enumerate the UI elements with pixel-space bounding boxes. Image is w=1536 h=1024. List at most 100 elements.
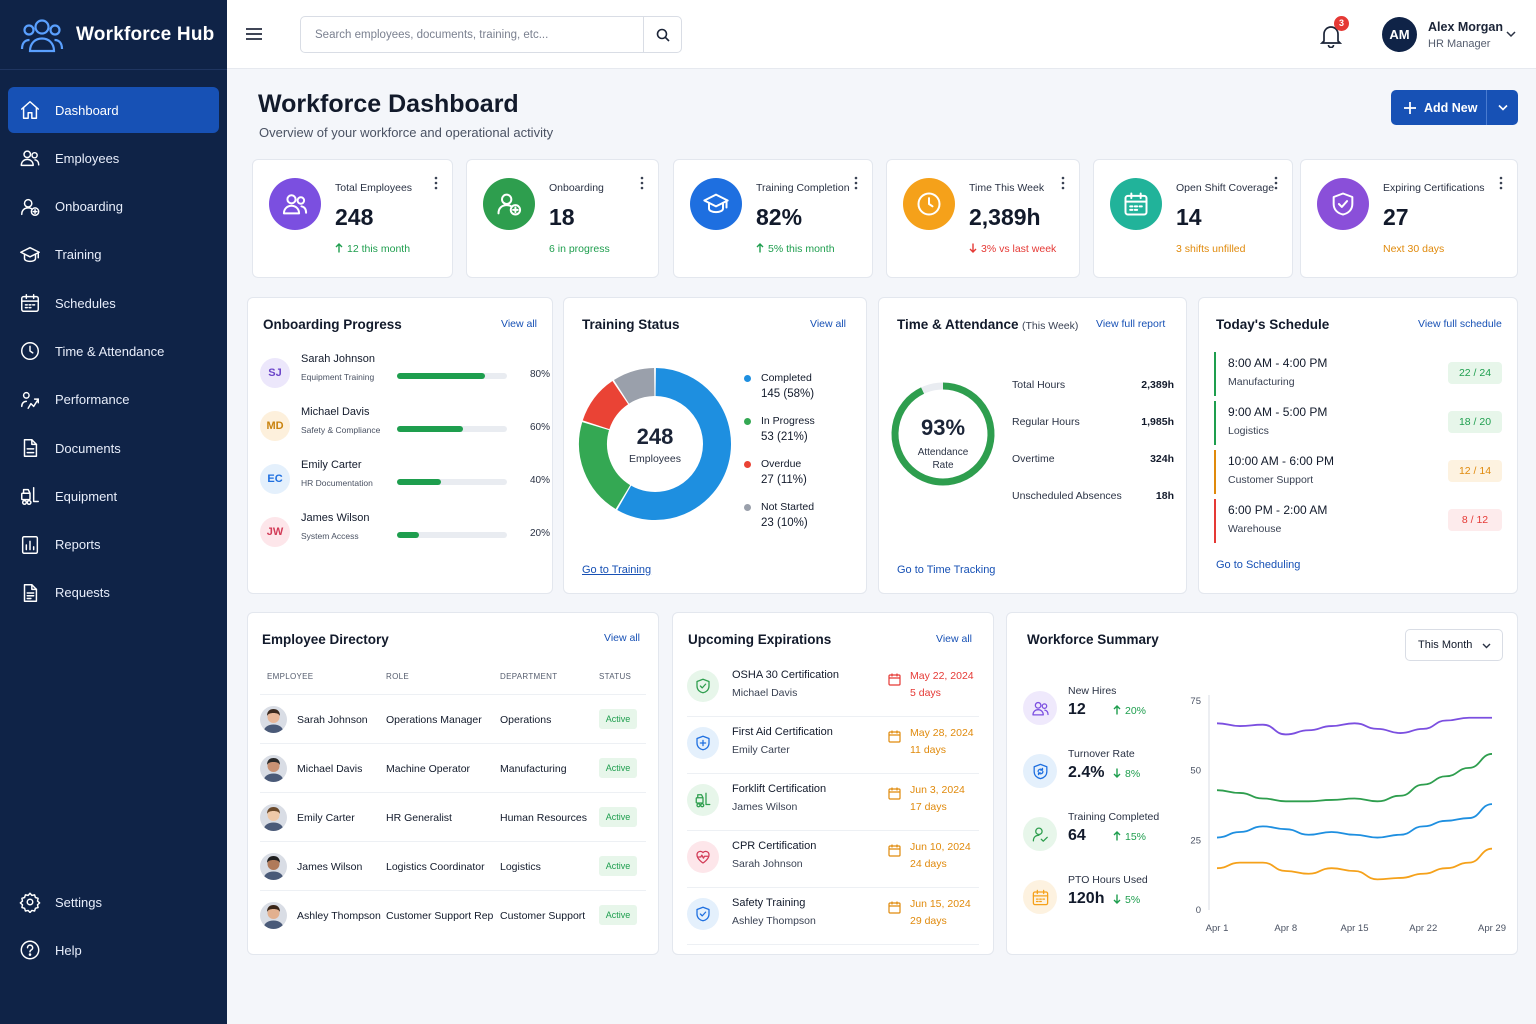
bell-icon[interactable] [1320,24,1342,48]
more-options-icon[interactable] [434,176,438,190]
expiration-item[interactable]: Forklift Certification James Wilson Jun 3,… [687,774,979,831]
stat-card-training-completion[interactable]: Training Completion 82% 5% this month [673,159,873,278]
brand[interactable]: Workforce Hub [0,0,227,70]
attendance-metric-label: Unscheduled Absences [1012,490,1122,502]
employee-department: Customer Support [500,910,586,922]
summary-metric[interactable]: New Hires 12 20% [1023,685,1183,735]
table-row[interactable]: Ashley Thompson Customer Support Rep Custo… [260,890,646,939]
view-all-link[interactable]: View all [810,318,846,330]
view-all-link[interactable]: View all [936,633,972,645]
period-select[interactable]: This Month [1405,629,1503,661]
menu-icon[interactable] [245,24,263,44]
sidebar-item-help[interactable]: Help [8,927,219,973]
employee-name: Emily Carter [732,744,790,756]
table-row[interactable]: Sarah Johnson Operations Manager Operation… [260,694,646,743]
search-input[interactable] [301,17,643,52]
onboarding-item[interactable]: MD Michael Davis Safety & Compliance 60% [260,403,550,447]
sidebar-item-requests[interactable]: Requests [8,570,219,616]
stat-card-total-employees[interactable]: Total Employees 248 12 this month [252,159,453,278]
onboarding-task: Equipment Training [301,372,375,382]
stat-sub-text: 5% this month [768,243,835,255]
series-line-1[interactable] [1216,716,1492,736]
stat-card-time-this-week[interactable]: Time This Week 2,389h 3% vs last week [886,159,1080,278]
stat-card-open-shift-coverage[interactable]: Open Shift Coverage 14 3 shifts unfilled [1093,159,1293,278]
sidebar-item-employees[interactable]: Employees [8,135,219,181]
expiration-item[interactable]: OSHA 30 Certification Michael Davis May 22… [687,660,979,717]
donut-slice-not-started[interactable] [613,368,656,404]
series-line-3[interactable] [1216,803,1493,839]
column-header[interactable]: ROLE [386,672,409,681]
go-to-scheduling-link[interactable]: Go to Scheduling [1216,559,1301,571]
chevron-down-icon[interactable] [1506,30,1516,38]
employee-name: Emily Carter [301,459,362,471]
series-line-4[interactable] [1216,847,1493,881]
summary-metric-change: 5% [1113,894,1140,906]
onboarding-item[interactable]: JW James Wilson System Access 20% [260,509,550,553]
view-all-link[interactable]: View all [501,318,537,330]
column-header[interactable]: EMPLOYEE [267,672,314,681]
table-row[interactable]: Emily Carter HR Generalist Human Resources… [260,792,646,841]
column-header[interactable]: DEPARTMENT [500,672,558,681]
donut-slice-in-progress[interactable] [579,422,631,510]
shift-time: 10:00 AM - 6:00 PM [1228,454,1335,468]
sidebar-item-schedules[interactable]: Schedules [8,280,219,326]
sidebar-item-performance[interactable]: Performance [8,377,219,423]
employee-name: Michael Davis [297,763,363,775]
more-options-icon[interactable] [1061,176,1065,190]
expiration-item[interactable]: Safety Training Ashley Thompson Jun 15, 20… [687,888,979,945]
summary-metric-change-text: 8% [1125,768,1141,780]
more-options-icon[interactable] [1274,176,1278,190]
onboarding-item[interactable]: SJ Sarah Johnson Equipment Training 80% [260,350,550,394]
user-name[interactable]: Alex Morgan [1428,20,1504,34]
series-line-2[interactable] [1216,753,1493,803]
stat-sub: 6 in progress [549,243,610,255]
sidebar-item-equipment[interactable]: Equipment [8,473,219,519]
more-options-icon[interactable] [1499,176,1503,190]
onboarding-item[interactable]: EC Emily Carter HR Documentation 40% [260,456,550,500]
donut-slice-completed[interactable] [617,368,731,520]
sidebar-item-label: Onboarding [55,199,123,215]
avatar[interactable]: AM [1382,17,1417,52]
shield-icon [696,678,710,694]
search-button[interactable] [643,17,681,52]
schedule-shift[interactable]: 10:00 AM - 6:00 PM Customer Support 12 / 1… [1214,450,1504,494]
add-new-label: Add New [1424,100,1478,115]
summary-metric-change-text: 15% [1125,831,1147,843]
summary-metric[interactable]: Training Completed 64 15% [1023,811,1183,861]
sidebar-item-training[interactable]: Training [8,232,219,278]
sidebar-item-documents[interactable]: Documents [8,425,219,471]
view-full-schedule-link[interactable]: View full schedule [1418,318,1502,330]
table-row[interactable]: James Wilson Logistics Coordinator Logisti… [260,841,646,890]
summary-metric[interactable]: Turnover Rate 2.4% 8% [1023,748,1183,798]
sidebar-item-dashboard[interactable]: Dashboard [8,87,219,133]
add-new-main[interactable]: Add New [1391,90,1486,125]
expiration-item[interactable]: CPR Certification Sarah Johnson Jun 10, 20… [687,831,979,888]
calendar-icon [888,787,901,800]
expiration-item[interactable]: First Aid Certification Emily Carter May 2… [687,717,979,774]
view-all-link[interactable]: View all [604,632,640,644]
employee-directory-card: Employee Directory View all EMPLOYEE ROL… [247,612,659,955]
sidebar-item-onboarding[interactable]: Onboarding [8,184,219,230]
sidebar-item-reports[interactable]: Reports [8,522,219,568]
go-to-training-link[interactable]: Go to Training [582,564,652,576]
donut-slice-overdue[interactable] [582,381,629,430]
view-full-report-link[interactable]: View full report [1096,318,1166,330]
more-options-icon[interactable] [854,176,858,190]
summary-metric[interactable]: PTO Hours Used 120h 5% [1023,874,1183,924]
stat-sub-text: 3 shifts unfilled [1176,243,1246,255]
more-options-icon[interactable] [640,176,644,190]
sidebar-item-time-and-attendance[interactable]: Time & Attendance [8,328,219,374]
column-header[interactable]: STATUS [599,672,632,681]
help-icon [20,940,40,960]
sidebar-item-settings[interactable]: Settings [8,879,219,925]
go-to-time-tracking-link[interactable]: Go to Time Tracking [897,564,996,576]
add-new-dropdown[interactable] [1486,90,1518,125]
table-row[interactable]: Michael Davis Machine Operator Manufacturi… [260,743,646,792]
stat-label: Training Completion [756,182,850,194]
attendance-metric-value: 18h [1155,490,1174,502]
stat-card-onboarding[interactable]: Onboarding 18 6 in progress [466,159,659,278]
schedule-shift[interactable]: 8:00 AM - 4:00 PM Manufacturing 22 / 24 [1214,352,1504,396]
schedule-shift[interactable]: 6:00 PM - 2:00 AM Warehouse 8 / 12 [1214,499,1504,543]
stat-card-expiring-certifications[interactable]: Expiring Certifications 27 Next 30 days [1300,159,1518,278]
schedule-shift[interactable]: 9:00 AM - 5:00 PM Logistics 18 / 20 [1214,401,1504,445]
